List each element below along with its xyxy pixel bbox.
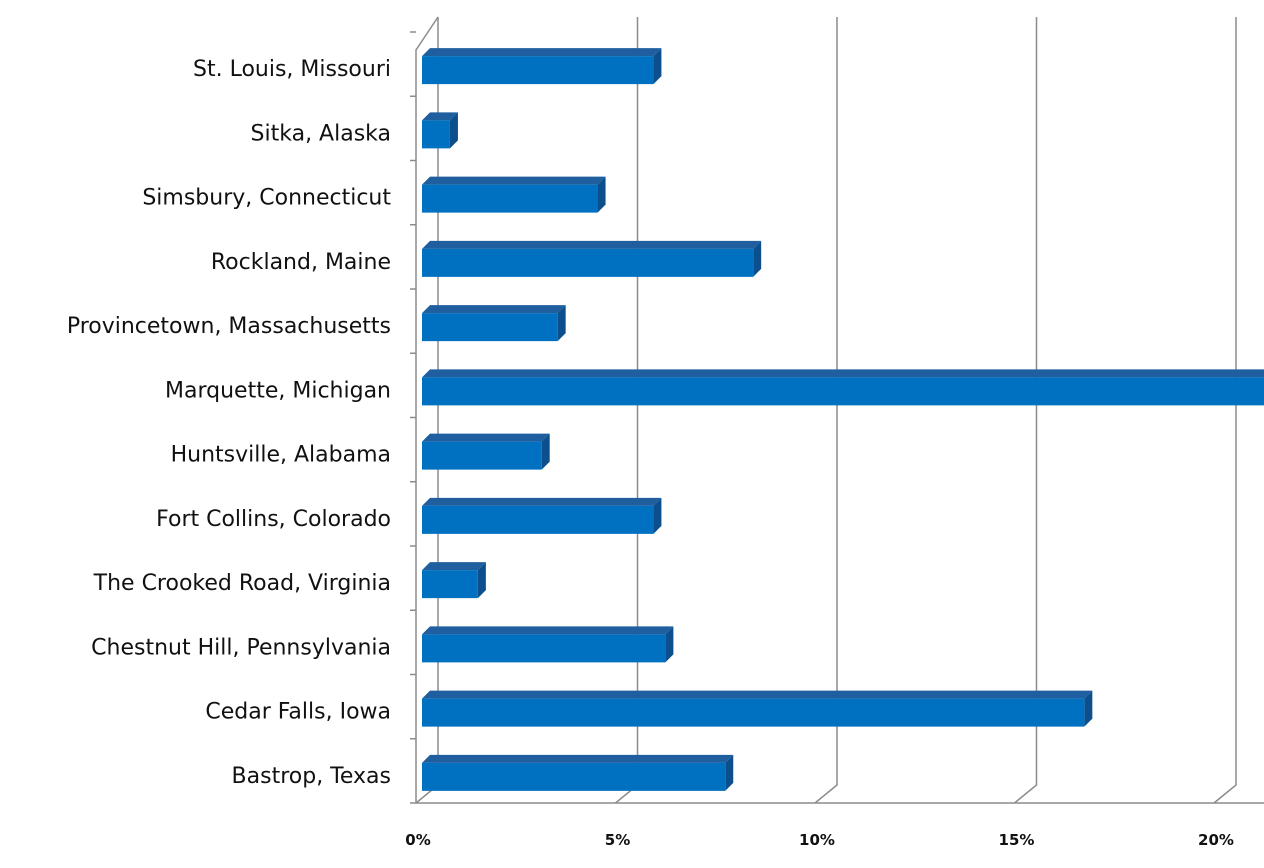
bar: [422, 754, 734, 791]
bar-side-face: [753, 240, 762, 277]
bar-front-face: [422, 698, 1085, 727]
bar-side-face: [653, 48, 662, 85]
x-tick-label: 10%: [799, 831, 835, 849]
y-axis-line: [415, 16, 439, 803]
category-label: Cedar Falls, Iowa: [205, 700, 391, 725]
bar: [422, 305, 566, 342]
bar-side-face: [557, 305, 566, 342]
bar-front-face: [422, 184, 598, 213]
bar-top-face: [422, 433, 550, 442]
x-tick-label: 20%: [1198, 831, 1234, 849]
bar-top-face: [422, 369, 1264, 378]
bar: [422, 433, 550, 470]
category-labels: St. Louis, Missouri Sitka, Alaska Simsbury…: [67, 57, 392, 789]
bar-front-face: [422, 313, 558, 342]
bar-top-face: [422, 176, 606, 185]
bar-top-face: [422, 690, 1093, 699]
bar: [422, 48, 662, 85]
bar-top-face: [422, 626, 674, 635]
bar-top-face: [422, 562, 486, 571]
bar-front-face: [422, 505, 654, 534]
bar-top-face: [422, 305, 566, 314]
x-tick-label: 15%: [999, 831, 1035, 849]
bar-side-face: [597, 176, 606, 213]
category-label: Rockland, Maine: [211, 250, 391, 275]
gridline: [814, 17, 838, 804]
bar-side-face: [653, 497, 662, 534]
bar-front-face: [422, 56, 654, 85]
category-label: Simsbury, Connecticut: [142, 186, 391, 211]
bar-top-face: [422, 112, 458, 121]
bar-side-face: [477, 562, 486, 599]
bar: [422, 562, 486, 599]
bar-side-face: [1084, 690, 1093, 727]
bar: [422, 690, 1093, 727]
bar-side-face: [725, 754, 734, 791]
bar-top-face: [422, 754, 734, 763]
gridline: [615, 17, 639, 804]
bar-front-face: [422, 377, 1264, 406]
bar-front-face: [422, 120, 450, 149]
x-tick-label: 5%: [605, 831, 630, 849]
category-label: Sitka, Alaska: [251, 121, 391, 146]
bar: [422, 112, 458, 149]
category-label: Marquette, Michigan: [165, 378, 391, 403]
category-label: Bastrop, Texas: [232, 764, 391, 789]
bar-front-face: [422, 634, 666, 663]
bar-front-face: [422, 248, 754, 277]
x-tick-labels: 0%5%10%15%20%25%30%35%40%: [405, 831, 1234, 849]
bar-front-face: [422, 441, 542, 470]
category-label: Fort Collins, Colorado: [156, 507, 391, 532]
bar: [422, 240, 762, 277]
bar: [422, 626, 674, 663]
bar: [422, 369, 1264, 406]
category-label: The Crooked Road, Virginia: [93, 571, 391, 596]
gridline: [1014, 17, 1038, 804]
bar-top-face: [422, 497, 662, 506]
bars: [422, 48, 1264, 791]
x-tick-label: 0%: [405, 831, 430, 849]
bar-front-face: [422, 762, 726, 791]
bar: [422, 176, 606, 213]
category-label: Chestnut Hill, Pennsylvania: [91, 635, 391, 660]
bar-side-face: [665, 626, 674, 663]
category-label: Huntsville, Alabama: [171, 443, 391, 468]
bar-side-face: [449, 112, 458, 149]
category-label: St. Louis, Missouri: [193, 57, 391, 82]
axes: [410, 16, 1264, 804]
bar: [422, 497, 662, 534]
bar-front-face: [422, 570, 478, 599]
gridline: [1213, 17, 1237, 804]
bar-top-face: [422, 240, 762, 249]
category-label: Provincetown, Massachusetts: [67, 314, 391, 339]
bar-side-face: [541, 433, 550, 470]
gridlines: [415, 17, 1237, 804]
bar-top-face: [422, 48, 662, 57]
